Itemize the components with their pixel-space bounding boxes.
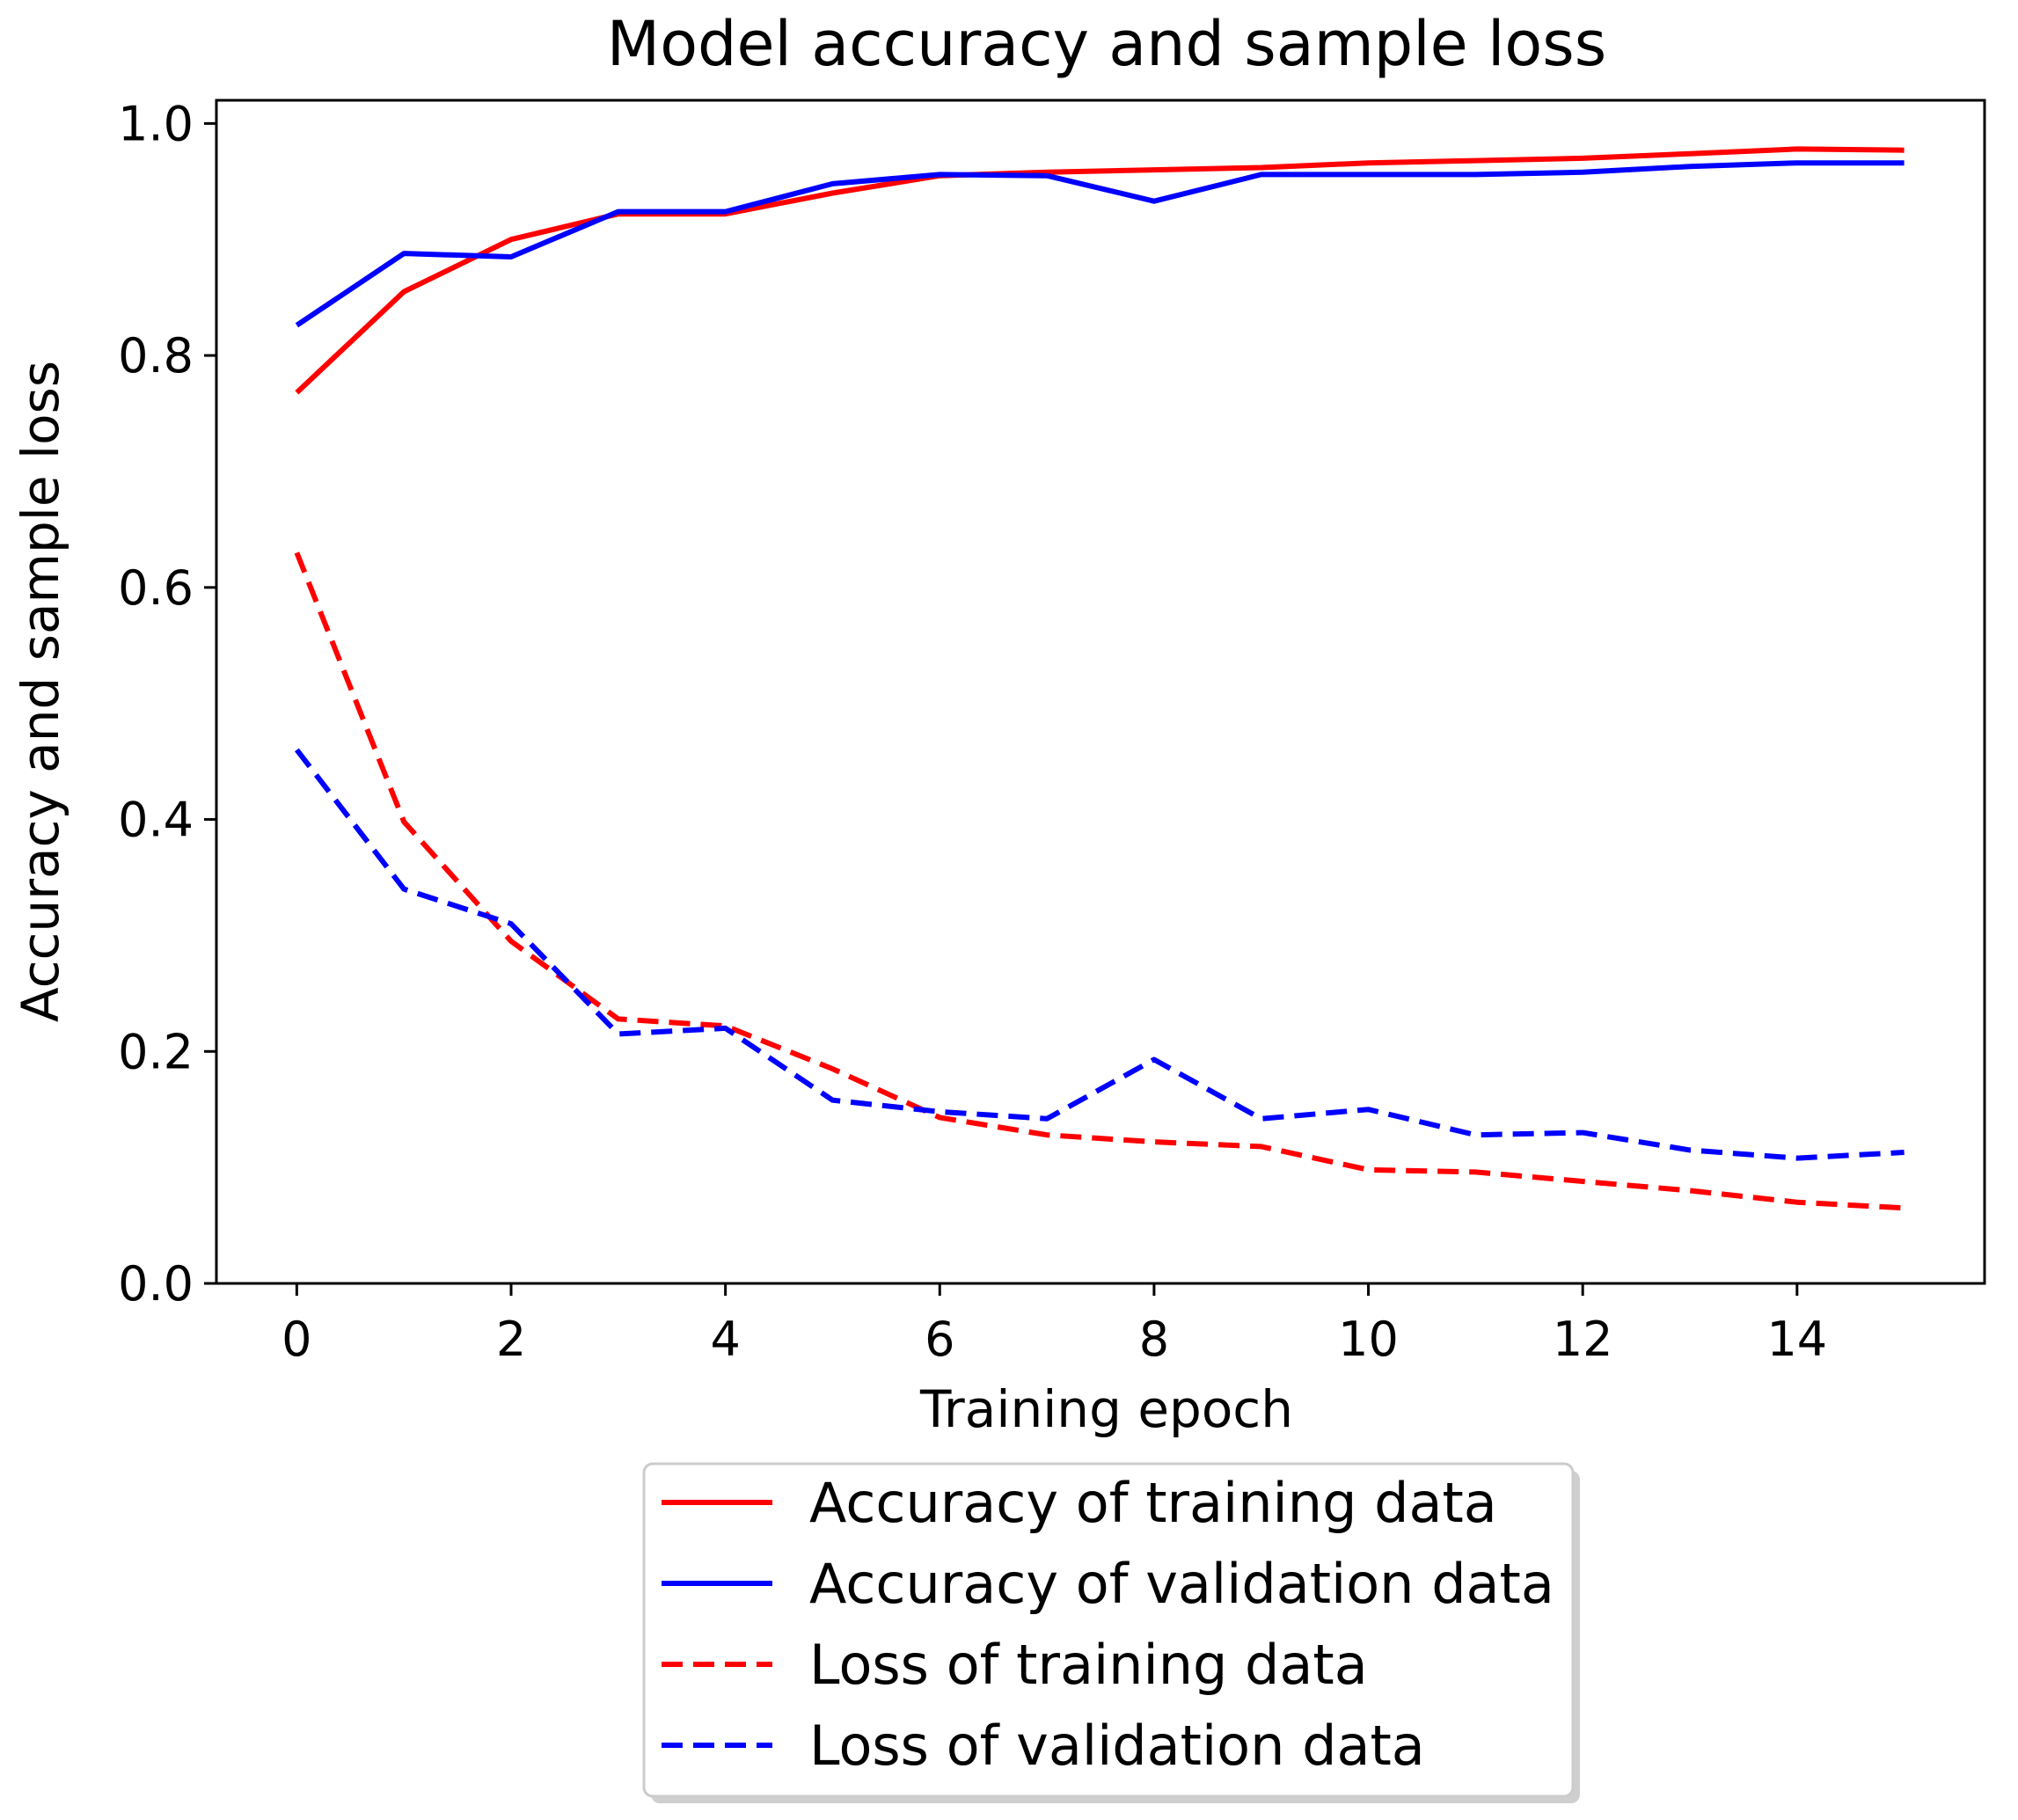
- plot-area: [216, 100, 1985, 1283]
- x-axis-label: Training epoch: [919, 1379, 1293, 1439]
- plot-frame: [215, 99, 1986, 1285]
- x-tick-label: 6: [925, 1312, 954, 1367]
- series-line-accuracy-of-training-data: [295, 146, 1905, 395]
- y-axis-label: Accuracy and sample loss: [11, 361, 70, 1022]
- series-line-accuracy-of-validation-data: [295, 160, 1905, 328]
- x-tick-label: 12: [1553, 1312, 1613, 1367]
- legend-label-loss-of-training-data: Loss of training data: [809, 1633, 1368, 1697]
- x-tick-label: 2: [496, 1312, 526, 1367]
- legend-box: [642, 1462, 1575, 1798]
- y-axis: 0.0 0.2 0.4 0.6 0.8 1.0: [118, 96, 216, 1312]
- chart-title: Model accuracy and sample loss: [607, 8, 1606, 80]
- legend: Accuracy of training data Accuracy of val…: [642, 1462, 1580, 1803]
- x-tick-label: 4: [710, 1312, 740, 1367]
- series-line-loss-of-validation-data: [295, 748, 1905, 1161]
- y-tick-label: 0.2: [118, 1024, 194, 1079]
- x-tick-label: 0: [281, 1312, 311, 1367]
- x-tick-label: 8: [1139, 1312, 1169, 1367]
- y-tick-label: 0.8: [118, 328, 194, 384]
- legend-label-accuracy-of-validation-data: Accuracy of validation data: [809, 1552, 1554, 1616]
- y-tick-label: 0.4: [118, 793, 194, 848]
- legend-entries: Accuracy of training data Accuracy of val…: [662, 1471, 1554, 1778]
- series-layer: [294, 146, 1905, 1211]
- x-tick-label: 10: [1338, 1312, 1399, 1367]
- y-tick-label: 1.0: [118, 96, 194, 151]
- x-tick-label: 14: [1766, 1312, 1827, 1367]
- y-tick-label: 0.0: [118, 1256, 194, 1312]
- x-axis: 0 2 4 6 8 10 12 14: [281, 1283, 1827, 1367]
- y-tick-label: 0.6: [118, 560, 194, 616]
- legend-label-loss-of-validation-data: Loss of validation data: [809, 1714, 1425, 1778]
- legend-label-accuracy-of-training-data: Accuracy of training data: [809, 1471, 1497, 1535]
